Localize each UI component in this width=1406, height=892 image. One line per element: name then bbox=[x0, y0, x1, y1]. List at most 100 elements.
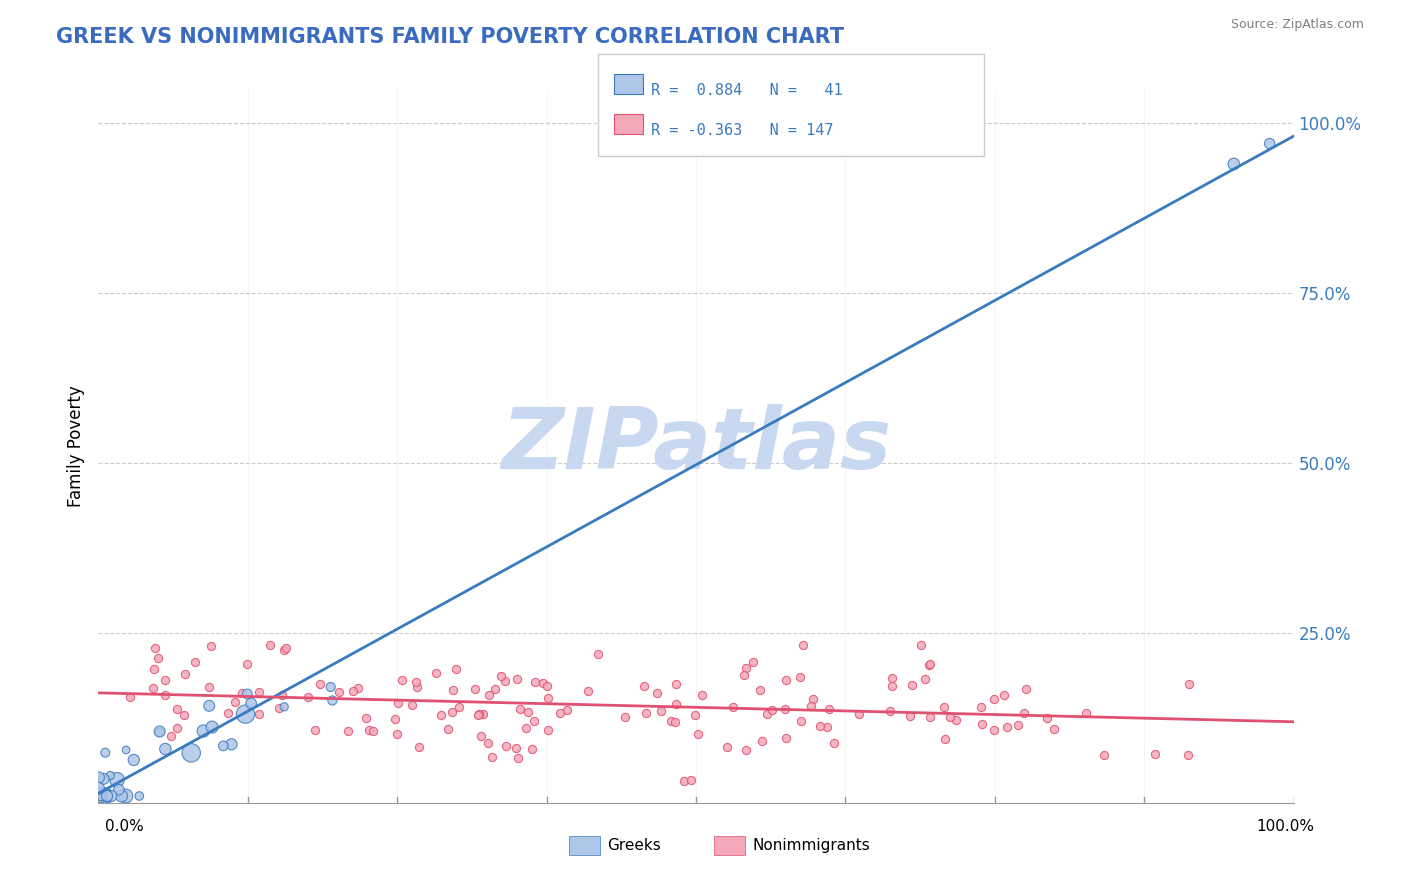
Point bbox=[790, 714, 813, 729]
Point bbox=[89, 789, 111, 803]
Point bbox=[184, 655, 207, 669]
Point bbox=[775, 731, 797, 746]
Point bbox=[93, 772, 115, 786]
Point bbox=[91, 789, 114, 803]
Point bbox=[882, 671, 904, 685]
Point bbox=[430, 707, 453, 722]
Point bbox=[983, 692, 1005, 706]
Point bbox=[148, 725, 170, 739]
Point bbox=[800, 699, 823, 714]
Point bbox=[347, 681, 370, 695]
Point bbox=[506, 672, 529, 686]
Point bbox=[650, 704, 672, 718]
Point bbox=[467, 707, 489, 722]
Point bbox=[879, 704, 901, 718]
Point bbox=[910, 639, 932, 653]
Point bbox=[155, 688, 177, 702]
Point bbox=[939, 710, 962, 724]
Point bbox=[441, 683, 464, 698]
Point bbox=[180, 746, 202, 760]
Point bbox=[240, 697, 263, 711]
Point bbox=[94, 746, 117, 760]
Point bbox=[659, 714, 682, 728]
Point bbox=[115, 743, 138, 757]
Point bbox=[96, 789, 118, 803]
Point bbox=[105, 772, 128, 787]
Point bbox=[489, 669, 512, 683]
Point bbox=[735, 661, 758, 675]
Point bbox=[108, 782, 131, 797]
Point bbox=[993, 688, 1015, 702]
Point bbox=[522, 714, 544, 729]
Point bbox=[308, 677, 330, 691]
Point bbox=[221, 737, 243, 751]
Point bbox=[818, 701, 841, 715]
Point bbox=[685, 708, 707, 723]
Text: Nonimmigrants: Nonimmigrants bbox=[752, 838, 870, 853]
Point bbox=[970, 700, 993, 714]
Point bbox=[146, 650, 169, 665]
Point bbox=[273, 643, 295, 657]
Point bbox=[273, 699, 295, 714]
Point bbox=[792, 638, 814, 652]
Point bbox=[934, 732, 956, 747]
Point bbox=[733, 668, 755, 682]
Point bbox=[198, 680, 221, 694]
Point bbox=[848, 706, 870, 721]
Point bbox=[775, 673, 797, 687]
Text: R =  0.884   N =   41: R = 0.884 N = 41 bbox=[651, 83, 842, 98]
Point bbox=[198, 698, 221, 713]
Point bbox=[200, 639, 222, 653]
Point bbox=[555, 703, 578, 717]
Point bbox=[665, 697, 688, 711]
Point bbox=[231, 686, 253, 700]
Point bbox=[478, 688, 501, 702]
Point bbox=[384, 712, 406, 726]
Point bbox=[647, 686, 669, 700]
Point bbox=[495, 739, 517, 754]
Point bbox=[405, 674, 427, 689]
Text: 0.0%: 0.0% bbox=[105, 820, 145, 834]
Point bbox=[1143, 747, 1166, 761]
Point bbox=[321, 693, 343, 707]
Point bbox=[995, 720, 1018, 734]
Point bbox=[524, 675, 547, 690]
Point bbox=[688, 727, 710, 741]
Point bbox=[789, 670, 811, 684]
Point bbox=[515, 722, 537, 736]
Point bbox=[328, 685, 350, 699]
Text: ZIPatlas: ZIPatlas bbox=[501, 404, 891, 488]
Point bbox=[447, 699, 470, 714]
Point bbox=[983, 723, 1005, 737]
Point bbox=[517, 705, 540, 719]
Point bbox=[401, 698, 423, 712]
Point bbox=[1042, 722, 1064, 736]
Point bbox=[742, 655, 765, 669]
Point bbox=[576, 684, 599, 698]
Point bbox=[166, 721, 188, 735]
Point bbox=[361, 723, 384, 738]
Point bbox=[920, 657, 942, 672]
Point bbox=[212, 739, 235, 753]
Point bbox=[408, 739, 430, 754]
Point bbox=[494, 673, 516, 688]
Point bbox=[664, 714, 686, 729]
Point bbox=[271, 688, 294, 702]
Point bbox=[464, 681, 486, 696]
Point bbox=[1258, 136, 1281, 151]
Point bbox=[155, 742, 177, 756]
Point bbox=[110, 789, 132, 803]
Point bbox=[173, 708, 195, 723]
Point bbox=[153, 673, 176, 687]
Point bbox=[89, 789, 111, 803]
Point bbox=[932, 700, 955, 714]
Point bbox=[319, 680, 342, 694]
Point bbox=[537, 690, 560, 705]
Point bbox=[470, 729, 492, 743]
Point bbox=[756, 706, 779, 721]
Point bbox=[193, 724, 215, 739]
Point bbox=[1092, 748, 1115, 763]
Point bbox=[537, 723, 560, 737]
Point bbox=[145, 641, 167, 656]
Point bbox=[808, 719, 831, 733]
